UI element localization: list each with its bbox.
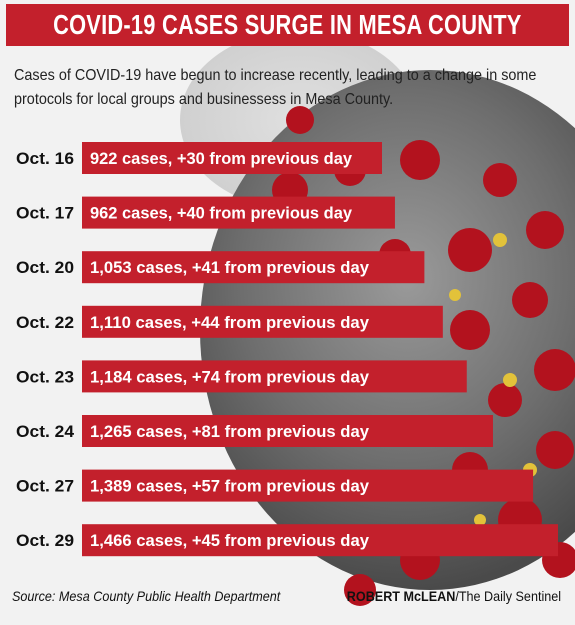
bar-data-label: 1,184 cases, +74 from previous day (90, 367, 370, 386)
bar-data-label: 922 cases, +30 from previous day (90, 149, 353, 168)
category-label: Oct. 20 (16, 258, 74, 277)
bar (82, 142, 382, 174)
chart-subtitle: Cases of COVID-19 have begun to increase… (14, 67, 537, 108)
title-banner: COVID-19 CASES SURGE IN MESA COUNTY (6, 4, 569, 46)
bar-data-label: 1,265 cases, +81 from previous day (90, 422, 370, 441)
bar (82, 469, 534, 502)
category-label: Oct. 22 (16, 313, 74, 332)
bar (82, 524, 558, 557)
bar-data-label: 1,389 cases, +57 from previous day (90, 477, 370, 496)
category-label: Oct. 17 (16, 204, 74, 223)
bar-data-label: 1,466 cases, +45 from previous day (90, 531, 370, 550)
source-note: Source: Mesa County Public Health Depart… (12, 588, 281, 604)
bar (82, 360, 467, 393)
category-label: Oct. 23 (16, 367, 74, 386)
category-label: Oct. 29 (16, 531, 74, 550)
category-label: Oct. 16 (16, 149, 74, 168)
bar-data-label: 1,110 cases, +44 from previous day (90, 313, 370, 332)
bar (82, 251, 425, 284)
bar-data-label: 962 cases, +40 from previous day (90, 204, 353, 223)
chart-title: COVID-19 CASES SURGE IN MESA COUNTY (53, 9, 522, 40)
bar-data-label: 1,053 cases, +41 from previous day (90, 258, 370, 277)
bar (82, 196, 395, 229)
credit-outlet: /The Daily Sentinel (455, 588, 561, 604)
credit-name: ROBERT McLEAN (346, 588, 456, 604)
credit-line: ROBERT McLEAN/The Daily Sentinel (347, 588, 561, 604)
bar (82, 415, 493, 447)
category-label: Oct. 27 (16, 477, 74, 496)
category-label: Oct. 24 (16, 422, 75, 441)
bar (82, 305, 443, 338)
